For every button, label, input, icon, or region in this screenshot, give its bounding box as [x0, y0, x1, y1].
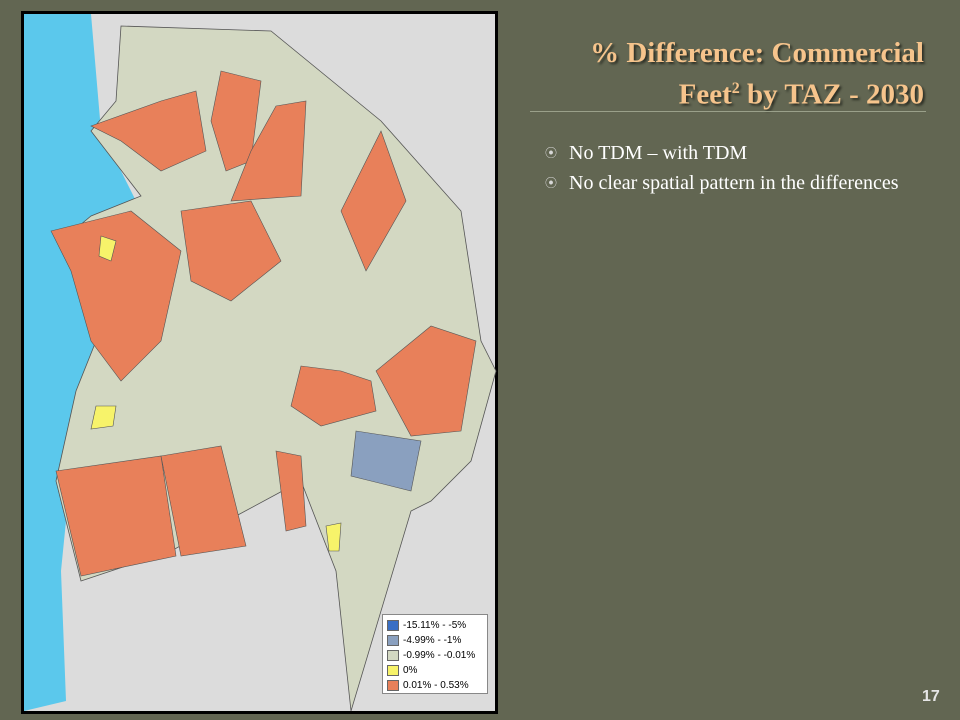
legend-swatch	[387, 650, 399, 661]
legend-swatch	[387, 635, 399, 646]
zone	[160, 445, 247, 557]
legend-label: 0.01% - 0.53%	[403, 680, 469, 691]
bullet-icon: ⦿	[545, 176, 558, 190]
legend-item: -4.99% - -1%	[383, 633, 487, 648]
zone	[55, 455, 177, 577]
slide-number: 17	[922, 688, 940, 705]
zone	[325, 522, 342, 552]
title-line: Feet2 by TAZ - 2030	[504, 71, 924, 113]
water	[24, 14, 141, 711]
zone	[340, 130, 407, 272]
title-text: by TAZ - 2030	[739, 78, 924, 111]
legend: -15.11% - -5% -4.99% - -1% -0.99% - -0.01%…	[382, 614, 488, 694]
zone	[230, 100, 307, 202]
bullet-icon: ⦿	[545, 146, 558, 160]
legend-item: 0%	[383, 663, 487, 678]
zone	[275, 450, 307, 532]
superscript: 2	[731, 80, 740, 97]
zone	[50, 210, 182, 382]
legend-item: -0.99% - -0.01%	[383, 648, 487, 663]
title-text: Feet	[678, 78, 732, 111]
legend-item: 0.01% - 0.53%	[383, 678, 487, 693]
title-line: % Difference: Commercial	[504, 36, 924, 71]
bullet-text: No TDM – with TDM	[569, 142, 748, 164]
title-text: % Difference: Commercial	[590, 37, 924, 69]
legend-label: -4.99% - -1%	[403, 635, 462, 646]
legend-label: -15.11% - -5%	[403, 620, 467, 631]
bullet-text: No clear spatial pattern in the differen…	[569, 172, 899, 194]
legend-label: -0.99% - -0.01%	[403, 650, 476, 661]
bullet: ⦿ No clear spatial pattern in the differe…	[545, 168, 899, 198]
title-rule	[530, 111, 926, 112]
zone	[98, 235, 117, 262]
zone	[210, 70, 262, 172]
zone	[290, 365, 377, 427]
zone	[350, 430, 422, 492]
zone	[90, 90, 207, 172]
zone	[180, 200, 282, 302]
legend-swatch	[387, 620, 399, 631]
legend-label: 0%	[403, 665, 418, 676]
bullet: ⦿ No TDM – with TDM	[545, 138, 899, 168]
map	[21, 11, 498, 714]
legend-swatch	[387, 665, 399, 676]
zone	[375, 325, 477, 437]
zone	[90, 405, 117, 430]
legend-swatch	[387, 680, 399, 691]
legend-item: -15.11% - -5%	[383, 618, 487, 633]
